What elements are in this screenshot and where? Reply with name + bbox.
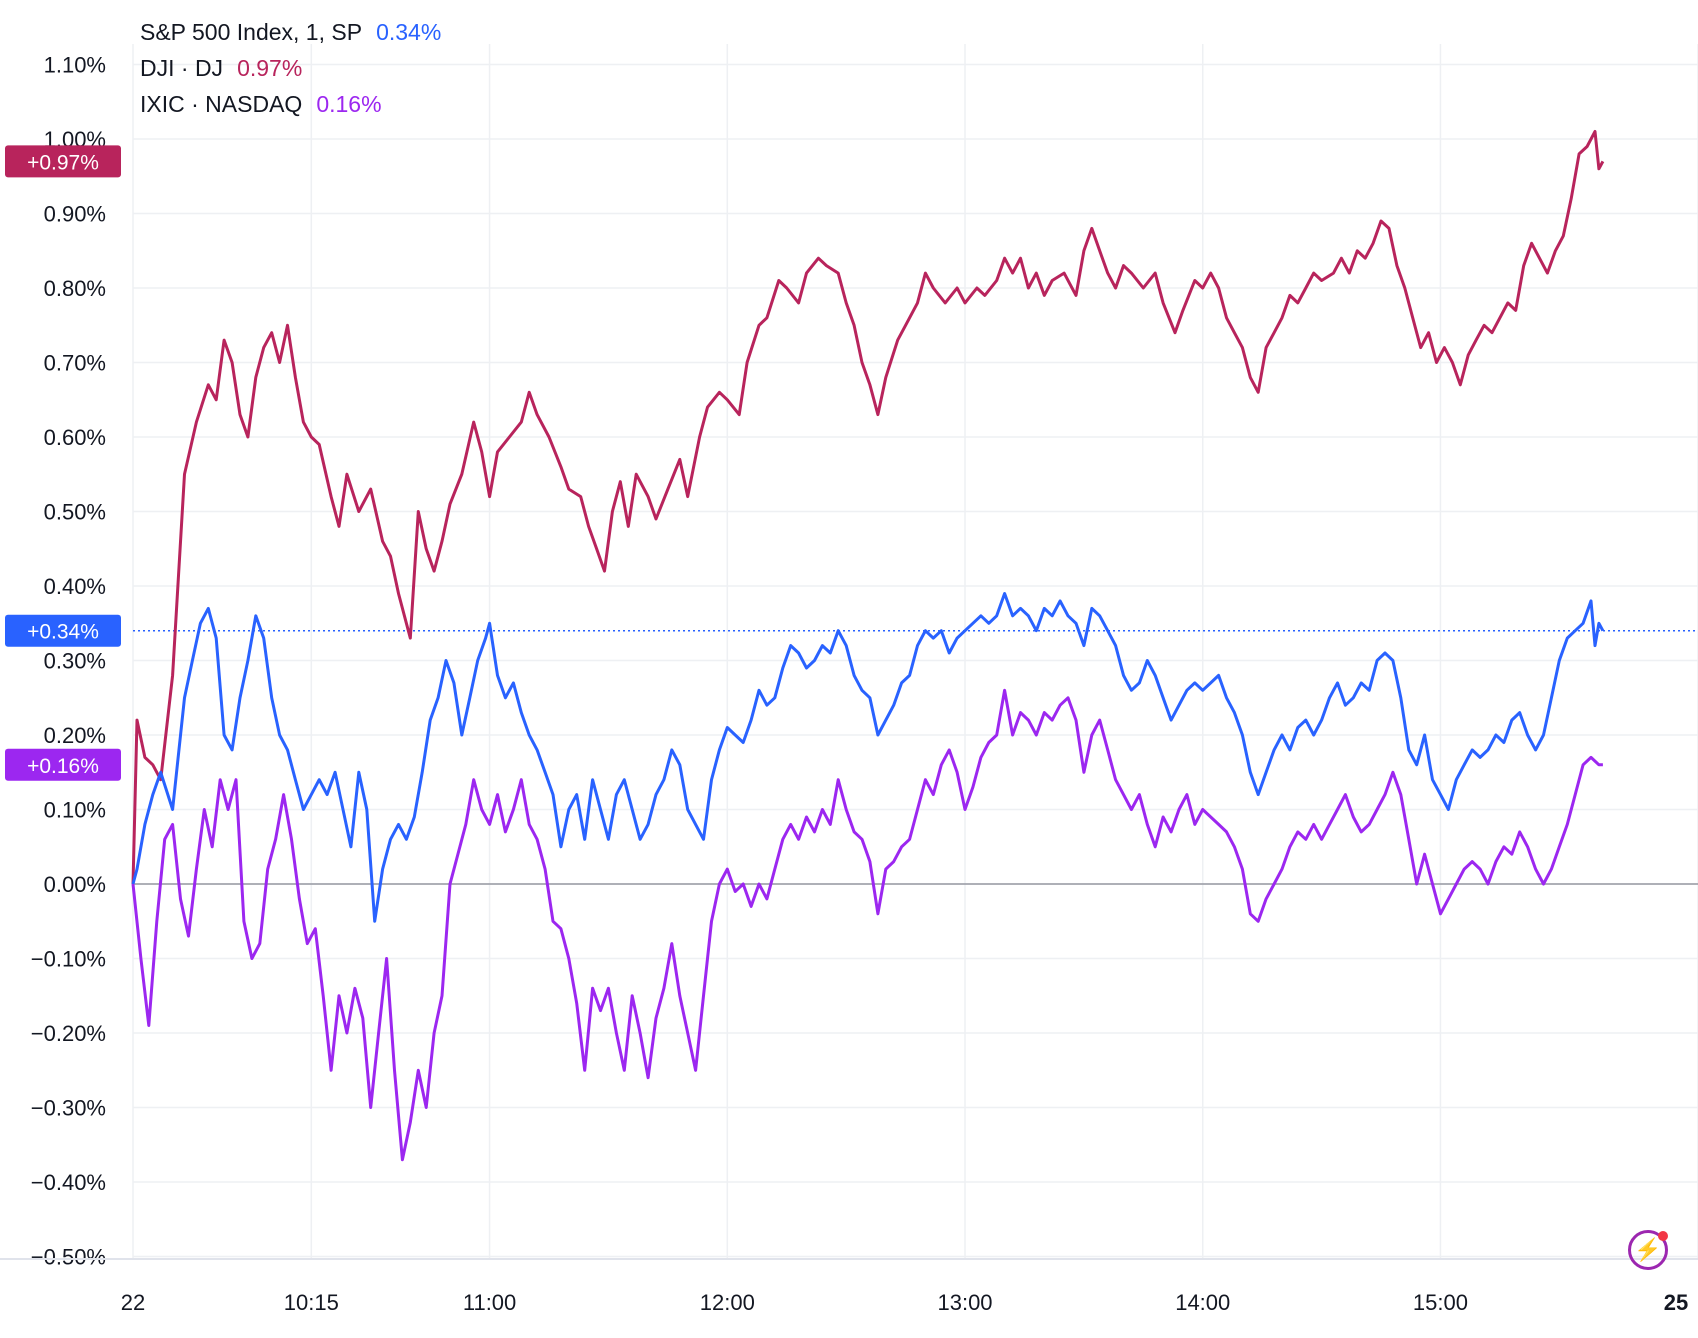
x-tick-label: 15:00 xyxy=(1413,1290,1468,1315)
y-tick-label: 0.50% xyxy=(44,500,106,525)
y-tick-label: −0.40% xyxy=(31,1170,106,1195)
legend-label-ixic: IXIC · NASDAQ xyxy=(140,91,303,117)
lightning-icon[interactable]: ⚡ xyxy=(1628,1230,1668,1270)
series-ixic-line xyxy=(131,688,1603,1162)
legend-value-sp500: 0.34% xyxy=(376,19,442,45)
y-tick-label: 0.10% xyxy=(44,798,106,823)
legend-item-dji[interactable]: DJI · DJ 0.97% xyxy=(140,50,441,86)
notification-dot xyxy=(1658,1231,1668,1241)
x-tick-label: 11:00 xyxy=(463,1290,516,1315)
badge-sp500: +0.34% xyxy=(5,614,121,647)
y-tick-label: 1.10% xyxy=(44,53,106,78)
badge-sp500-bg xyxy=(5,614,121,647)
y-tick-label: −0.30% xyxy=(31,1096,106,1121)
y-tick-label: 0.40% xyxy=(44,574,106,599)
y-tick-label: 0.60% xyxy=(44,425,106,450)
legend-label-dji: DJI · DJ xyxy=(140,55,224,81)
x-tick-label: 13:00 xyxy=(937,1290,992,1315)
badge-ixic: +0.16% xyxy=(5,748,121,781)
legend-value-dji: 0.97% xyxy=(237,55,303,81)
y-tick-label: −0.10% xyxy=(31,947,106,972)
y-tick-label: −0.50% xyxy=(31,1245,106,1270)
series-dji-line xyxy=(131,130,1605,885)
x-tick-label: 22 xyxy=(121,1290,145,1315)
x-tick-label: 14:00 xyxy=(1175,1290,1230,1315)
legend-value-ixic: 0.16% xyxy=(316,91,382,117)
badge-sp500-text: +0.34% xyxy=(27,621,99,644)
y-tick-label: 0.30% xyxy=(44,649,106,674)
y-tick-label: 0.80% xyxy=(44,276,106,301)
badge-ixic-text: +0.16% xyxy=(27,755,99,778)
x-tick-label: 10:15 xyxy=(284,1290,339,1315)
y-tick-label: 0.20% xyxy=(44,723,106,748)
badge-ixic-bg xyxy=(5,748,121,781)
y-tick-label: 0.90% xyxy=(44,202,106,227)
legend-item-ixic[interactable]: IXIC · NASDAQ 0.16% xyxy=(140,86,441,122)
badge-dji-bg xyxy=(5,145,121,178)
badge-dji: +0.97% xyxy=(5,145,121,178)
y-tick-label: 0.70% xyxy=(44,351,106,376)
badge-dji-text: +0.97% xyxy=(27,151,99,174)
legend-item-sp500[interactable]: S&P 500 Index, 1, SP 0.34% xyxy=(140,14,441,50)
series-sp500-line xyxy=(131,592,1605,923)
legend: S&P 500 Index, 1, SP 0.34% DJI · DJ 0.97… xyxy=(140,14,441,122)
y-tick-label: −0.20% xyxy=(31,1021,106,1046)
y-tick-label: 0.00% xyxy=(44,872,106,897)
legend-label-sp500: S&P 500 Index, 1, SP xyxy=(140,19,363,45)
x-tick-label: 12:00 xyxy=(700,1290,755,1315)
x-tick-label: 25 xyxy=(1664,1290,1688,1315)
